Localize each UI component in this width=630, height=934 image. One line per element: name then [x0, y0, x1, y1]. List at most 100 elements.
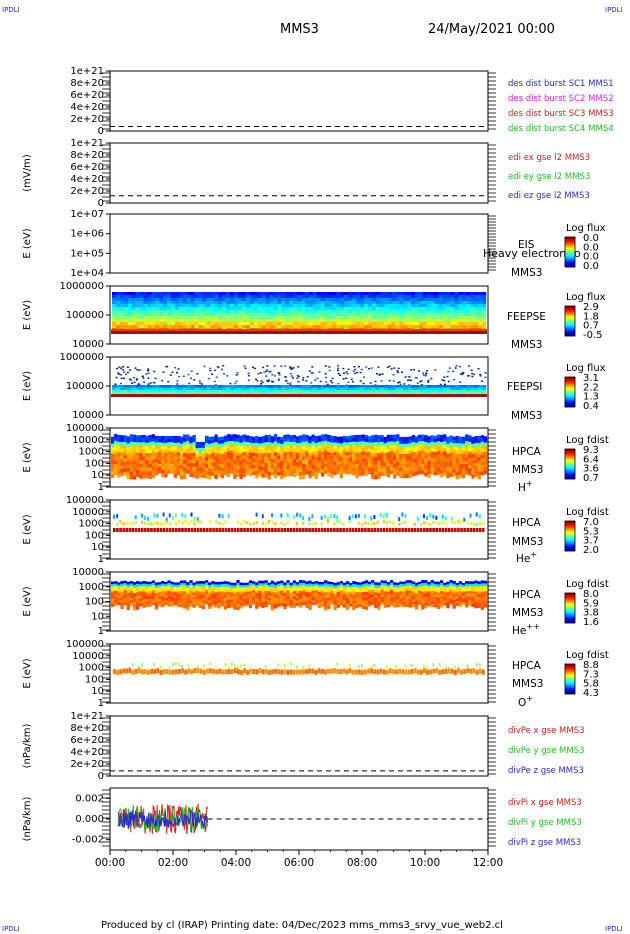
spectrogram-cell: [218, 292, 223, 296]
spectrogram-cell: [261, 602, 265, 606]
spectrogram-cell: [187, 373, 190, 376]
spectrogram-cell: [131, 295, 136, 299]
spectrogram-cell: [348, 298, 353, 302]
spectrogram-cell: [267, 379, 270, 381]
spectrogram-cell: [324, 444, 328, 448]
spectrogram-cell: [283, 582, 287, 586]
spectrogram-cell: [286, 520, 289, 524]
spectrogram-cell: [111, 446, 115, 451]
spectrogram-cell: [179, 443, 184, 448]
spectrogram-cell: [415, 316, 420, 320]
spectrogram-cell: [339, 467, 344, 472]
spectrogram-cell: [311, 441, 315, 446]
spectrogram-cell: [452, 456, 456, 460]
spectrogram-cell: [371, 322, 377, 326]
spectrogram-cell: [142, 599, 146, 603]
spectrogram-cell: [286, 472, 290, 477]
spectrogram-cell: [264, 598, 268, 602]
spectrogram-cell: [471, 440, 475, 445]
spectrogram-cell: [264, 603, 268, 608]
spectrogram-cell: [474, 307, 479, 311]
spectrogram-cell: [171, 528, 175, 532]
spectrogram-cell: [281, 325, 286, 329]
spectrogram-cell: [151, 455, 156, 461]
spectrogram-cell: [230, 298, 235, 302]
spectrogram-cell: [265, 322, 270, 326]
spectrogram-cell: [332, 390, 337, 393]
spectrogram-cell: [151, 437, 156, 442]
spectrogram-cell: [449, 449, 453, 454]
spectrogram-cell: [208, 592, 212, 596]
spectrogram-cell: [328, 292, 333, 296]
spectrogram-cell: [380, 585, 384, 589]
spectrogram-cell: [179, 583, 184, 587]
spectrogram-cell: [458, 292, 463, 296]
spectrogram-cell: [311, 514, 314, 519]
spectrogram-cell: [403, 301, 408, 305]
spectrogram-cell: [266, 380, 269, 382]
spectrogram-cell: [408, 446, 412, 451]
spectrogram-cell: [236, 591, 240, 596]
spectrogram-cell: [143, 322, 148, 326]
spectrogram-cell: [255, 605, 259, 609]
spectrogram-cell: [407, 390, 412, 393]
spectrogram-cell: [142, 460, 146, 465]
y-tick-label: 1000000: [59, 352, 104, 363]
spectrogram-cell: [316, 316, 321, 320]
spectrogram-cell: [136, 600, 140, 605]
spectrogram-cell: [440, 455, 444, 460]
spectrogram-cell: [120, 600, 124, 604]
spectrogram-cell: [145, 474, 149, 479]
spectrogram-cell: [339, 464, 344, 468]
spectrogram-cell: [283, 466, 287, 471]
spectrogram-cell: [317, 466, 322, 471]
spectrogram-cell: [408, 463, 412, 468]
spectrogram-cell: [440, 466, 444, 471]
spectrogram-cell: [430, 325, 436, 329]
spectrogram-cell: [346, 442, 350, 447]
spectrogram-cell: [302, 434, 306, 439]
spectrogram-cell: [249, 322, 254, 326]
spectrogram-cell: [418, 441, 422, 446]
spectrogram-cell: [170, 584, 174, 588]
spectrogram-cell: [302, 515, 305, 520]
spectrogram-cell: [248, 599, 253, 603]
spectrogram-cell: [252, 590, 256, 594]
spectrogram-cell: [320, 307, 325, 311]
spectrogram-cell: [241, 295, 247, 299]
spectrogram-cell: [302, 528, 305, 532]
spectrogram-cell: [154, 442, 159, 447]
spectrogram-cell: [155, 313, 160, 317]
spectrogram-cell: [465, 434, 469, 439]
spectrogram-cell: [415, 385, 420, 388]
spectrogram-cell: [479, 373, 482, 376]
spectrogram-cell: [115, 301, 121, 305]
panel-frame: [109, 213, 489, 274]
spectrogram-cell: [221, 368, 224, 371]
spectrogram-cell: [140, 520, 144, 524]
spectrogram-cell: [399, 450, 403, 455]
spectrogram-cell: [252, 581, 256, 585]
spectrogram-cell: [233, 601, 237, 605]
spectrogram-cell: [159, 298, 164, 302]
colorbar-cell: [565, 525, 575, 527]
spectrogram-cell: [198, 442, 203, 446]
spectrogram-cell: [234, 385, 239, 388]
spectrogram-cell: [407, 301, 412, 305]
spectrogram-cell: [434, 387, 440, 391]
spectrogram-cell: [129, 583, 134, 587]
spectrogram-cell: [421, 441, 425, 445]
spectrogram-cell: [249, 528, 252, 532]
instrument-label: He+: [516, 550, 537, 565]
spectrogram-cell: [115, 304, 121, 308]
spectrogram-cell: [258, 472, 262, 477]
spectrogram-cell: [407, 295, 412, 299]
spectrogram-cell: [367, 584, 372, 587]
spectrogram-cell: [482, 322, 487, 326]
spectrogram-cell: [399, 313, 404, 317]
spectrogram-cell: [170, 436, 174, 440]
colorbar-tick: 7.0: [583, 517, 599, 528]
spectrogram-cell: [392, 521, 395, 525]
spectrogram-cell: [425, 372, 428, 374]
spectrogram-cell: [280, 468, 284, 473]
